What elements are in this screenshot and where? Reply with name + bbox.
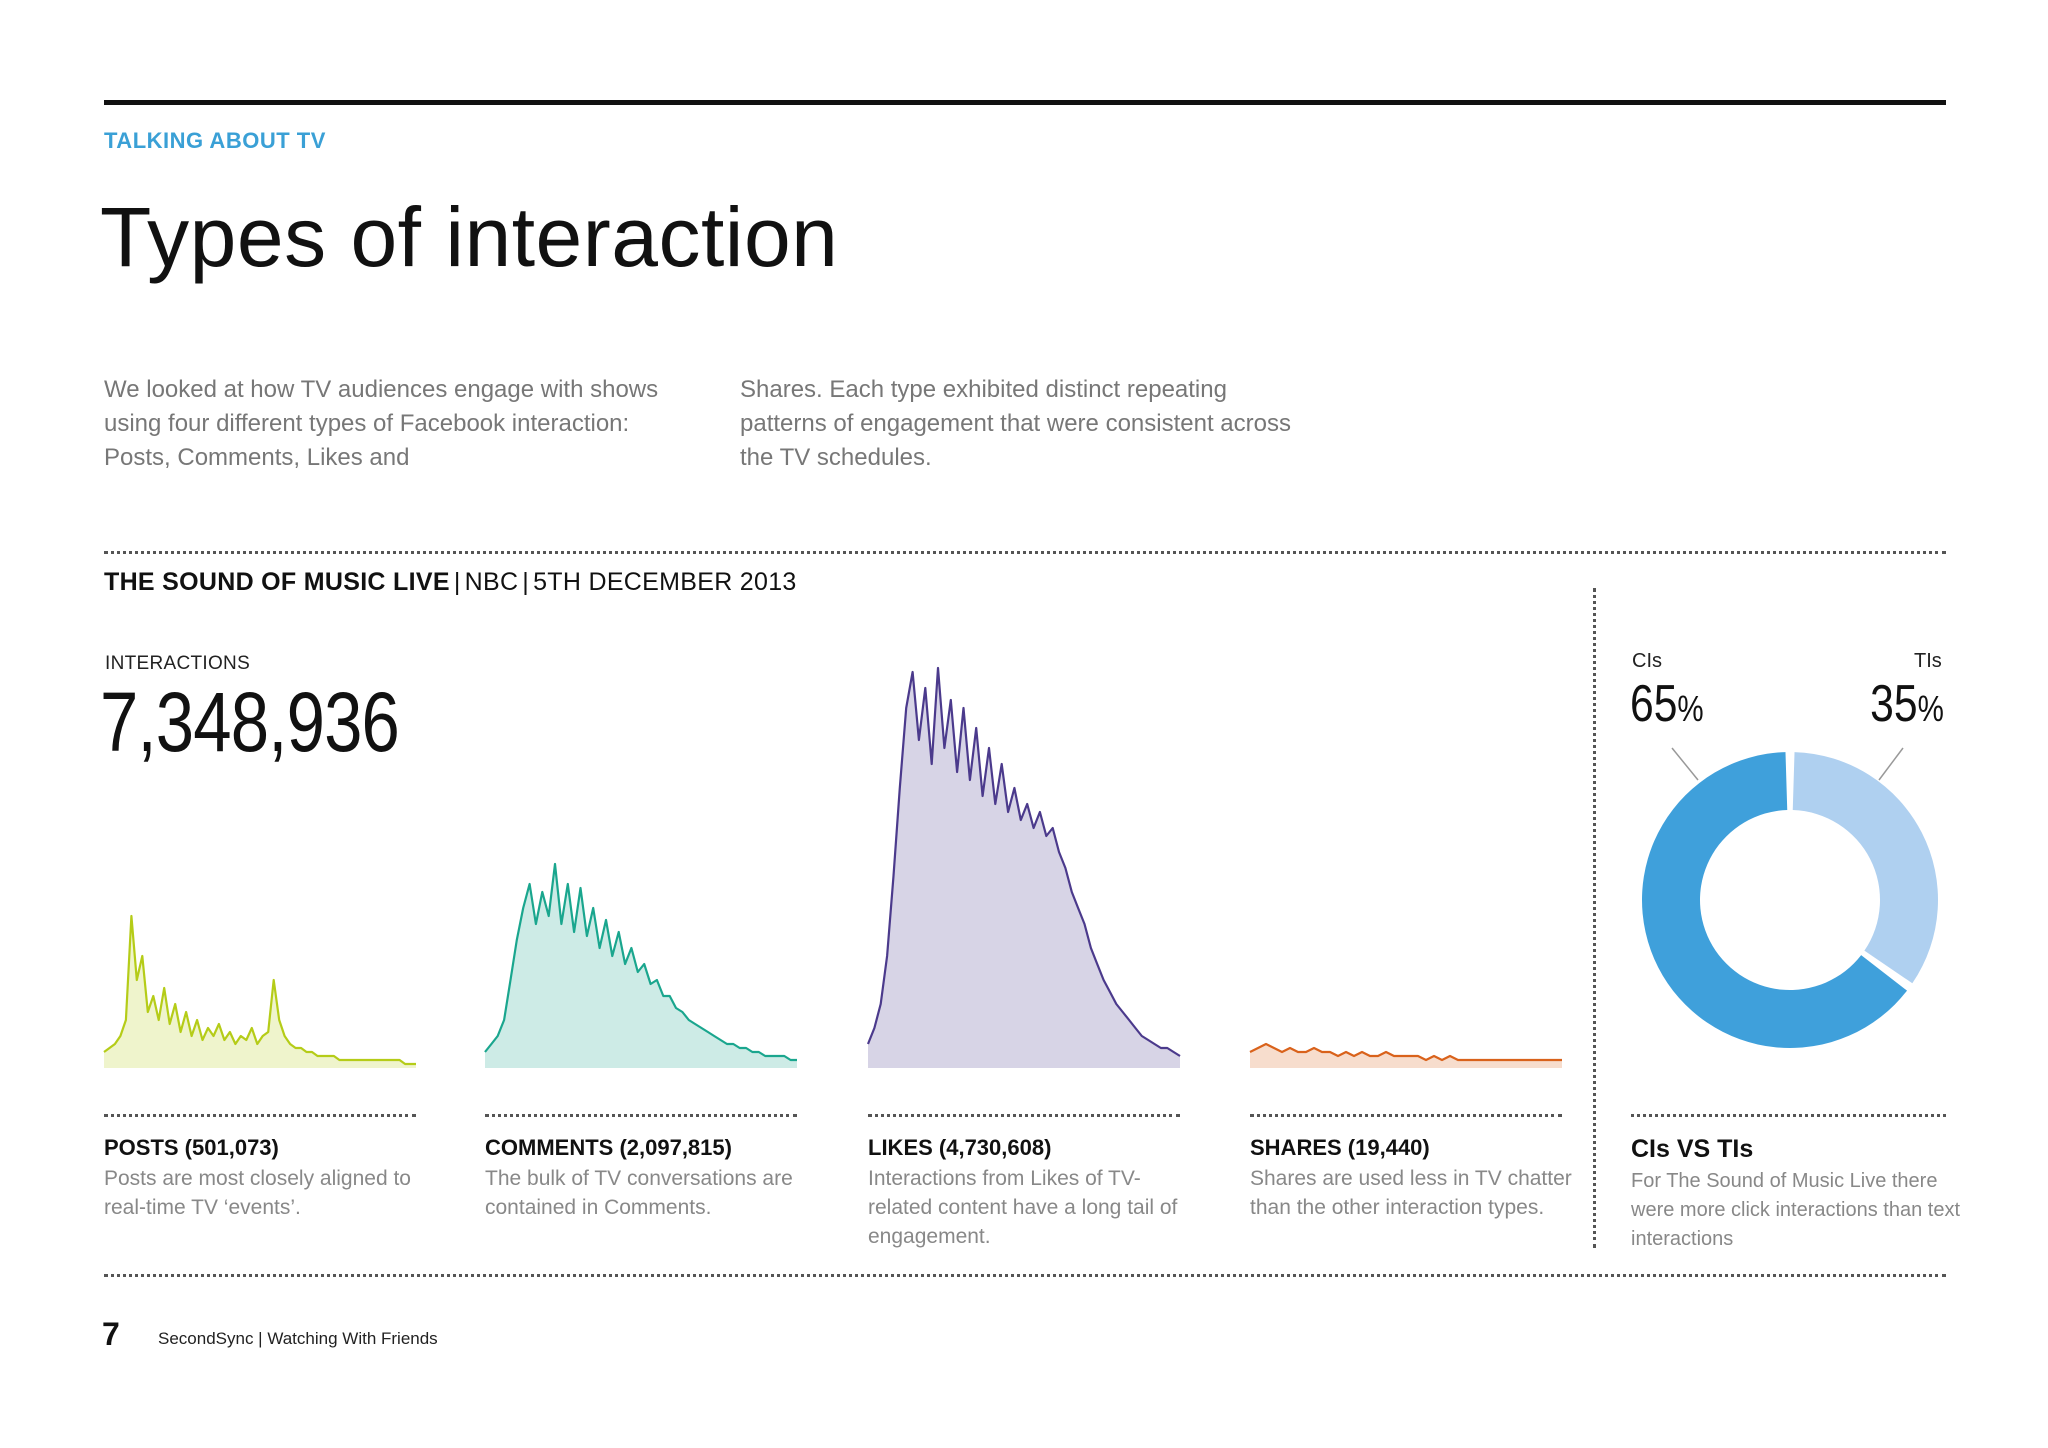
section-divider-bottom — [104, 1274, 1946, 1277]
intro-paragraph-col2: Shares. Each type exhibited distinct rep… — [740, 376, 1291, 471]
ti-percent-value: 35 — [1870, 675, 1918, 733]
vertical-divider — [1593, 588, 1596, 1248]
posts-area-chart — [103, 914, 416, 1068]
shares-area-chart — [1249, 1042, 1562, 1068]
likes-title: LIKES (4,730,608) — [868, 1135, 1052, 1160]
posts-title: POSTS (501,073) — [104, 1135, 279, 1160]
interactions-label: INTERACTIONS — [105, 653, 251, 674]
posts-description: Posts are most closely aligned to real-t… — [104, 1167, 411, 1219]
likes-area-chart — [866, 666, 1181, 1068]
donut-description: For The Sound of Music Live there were m… — [1631, 1170, 1961, 1250]
ti-percent-suffix: % — [1917, 688, 1944, 729]
page-title: Types of interaction — [100, 190, 839, 284]
ci-vs-ti-donut-chart — [1642, 747, 1938, 1048]
likes-description: Interactions from Likes of TV-related co… — [868, 1167, 1178, 1248]
interactions-total: 7,348,936 — [100, 675, 400, 769]
footer-text: SecondSync | Watching With Friends — [158, 1329, 438, 1348]
ti-label: TIs — [1914, 650, 1942, 672]
show-date: 5TH DECEMBER 2013 — [533, 568, 797, 596]
section-divider-top — [104, 551, 1946, 554]
ti-slice — [1792, 752, 1938, 984]
ci-label: CIs — [1632, 650, 1662, 672]
posts-series-line — [103, 914, 416, 1066]
shares-series-line — [1249, 1042, 1562, 1062]
ci-percent-suffix: % — [1677, 688, 1704, 729]
comments-series-line — [484, 862, 797, 1062]
ti-leader-line — [1878, 747, 1904, 781]
page-number: 7 — [102, 1316, 120, 1352]
posts-area-fill — [104, 916, 416, 1068]
ci-leader-line — [1671, 747, 1699, 781]
donut-divider — [1631, 1114, 1946, 1117]
shares-description: Shares are used less in TV chatter than … — [1250, 1167, 1572, 1219]
likes-divider — [868, 1114, 1180, 1117]
show-heading: THE SOUND OF MUSIC LIVE | NBC | 5TH DECEMBER… — [104, 568, 797, 596]
section-label: TALKING ABOUT TV — [104, 128, 326, 153]
shares-title: SHARES (19,440) — [1250, 1135, 1430, 1160]
ti-percent: 35% — [1870, 678, 1944, 730]
likes-area-fill — [868, 668, 1180, 1068]
show-network: NBC — [464, 568, 519, 596]
intro-paragraph-col1: We looked at how TV audiences engage wit… — [104, 376, 659, 471]
shares-divider — [1250, 1114, 1562, 1117]
likes-series-line — [866, 666, 1181, 1057]
ci-percent-value: 65 — [1630, 675, 1678, 733]
show-name: THE SOUND OF MUSIC LIVE — [104, 568, 450, 596]
donut-title: CIs VS TIs — [1631, 1135, 1754, 1163]
ci-percent: 65% — [1630, 678, 1704, 730]
top-rule — [104, 100, 1946, 105]
posts-divider — [104, 1114, 416, 1117]
comments-description: The bulk of TV conversations are contain… — [485, 1167, 793, 1219]
comments-area-chart — [484, 862, 797, 1068]
comments-divider — [485, 1114, 797, 1117]
ci-slice — [1642, 752, 1908, 1048]
comments-title: COMMENTS (2,097,815) — [485, 1135, 732, 1160]
